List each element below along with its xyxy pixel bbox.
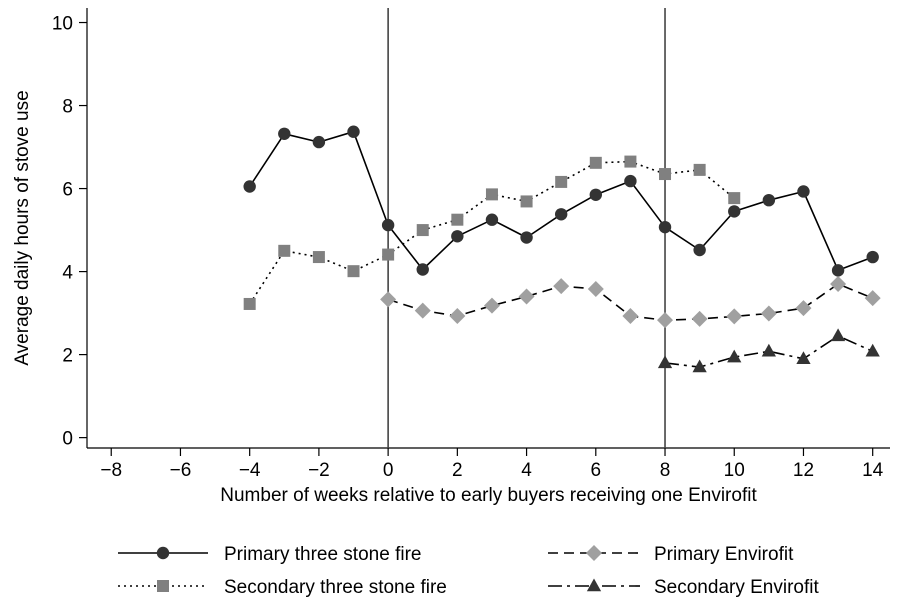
legend-label: Secondary three stone fire xyxy=(224,577,447,598)
data-point-square xyxy=(243,297,256,310)
data-point-diamond xyxy=(830,276,847,293)
data-point-square xyxy=(624,155,637,168)
data-point-square xyxy=(312,251,325,264)
legend-label: Primary three stone fire xyxy=(224,544,421,565)
data-point-circle xyxy=(831,264,845,277)
x-tick-label: −4 xyxy=(239,460,261,481)
x-tick-label: 12 xyxy=(793,460,814,481)
data-point-square xyxy=(485,188,498,201)
data-point-circle xyxy=(451,230,464,243)
series-1 xyxy=(243,125,879,277)
y-tick-label: 10 xyxy=(52,14,73,35)
data-point-diamond xyxy=(449,308,466,324)
data-point-square xyxy=(555,175,568,188)
data-point-diamond xyxy=(864,290,881,307)
data-point-circle xyxy=(797,185,810,198)
data-point-triangle xyxy=(586,578,602,592)
data-point-square xyxy=(659,168,672,181)
data-point-triangle xyxy=(796,351,811,365)
series-2 xyxy=(243,155,741,310)
x-tick-label: 2 xyxy=(452,460,463,481)
data-point-triangle xyxy=(692,359,707,373)
data-point-triangle xyxy=(865,343,880,357)
data-point-circle xyxy=(589,188,602,201)
x-tick-label: 4 xyxy=(521,460,532,481)
data-point-diamond xyxy=(586,545,602,561)
y-tick-label: 4 xyxy=(62,263,73,284)
x-tick-label: 0 xyxy=(383,460,394,481)
data-point-circle xyxy=(485,213,499,226)
data-point-circle xyxy=(554,208,568,221)
data-point-circle xyxy=(347,125,360,138)
data-point-circle xyxy=(156,546,170,560)
data-point-diamond xyxy=(483,297,500,314)
data-point-diamond xyxy=(760,305,777,322)
data-point-square xyxy=(278,244,291,257)
x-tick-label: 10 xyxy=(724,460,745,481)
data-point-square xyxy=(157,580,169,592)
data-point-diamond xyxy=(726,308,743,325)
x-tick-label: −8 xyxy=(100,460,122,481)
series-4 xyxy=(657,328,880,373)
data-point-circle xyxy=(762,193,776,207)
x-tick-label: −6 xyxy=(170,460,192,481)
legend-label: Primary Envirofit xyxy=(654,544,794,565)
x-axis-title: Number of weeks relative to early buyers… xyxy=(220,485,757,506)
data-point-circle xyxy=(624,174,637,188)
series-3 xyxy=(380,276,881,329)
y-tick-label: 6 xyxy=(62,180,73,201)
x-tick-label: 14 xyxy=(862,460,884,481)
legend-item: Secondary three stone fire xyxy=(118,577,447,598)
y-tick-label: 0 xyxy=(62,429,73,450)
x-tick-label: 6 xyxy=(591,460,602,481)
y-tick-label: 8 xyxy=(62,97,73,118)
data-point-triangle xyxy=(830,328,846,342)
y-axis-title: Average daily hours of stove use xyxy=(12,90,33,365)
data-point-square xyxy=(693,163,706,176)
data-point-circle xyxy=(520,231,533,244)
data-point-diamond xyxy=(518,288,535,305)
data-point-circle xyxy=(312,135,326,149)
data-point-triangle xyxy=(657,355,673,369)
series-layer xyxy=(243,125,881,373)
legend-item: Secondary Envirofit xyxy=(548,577,819,598)
data-point-square xyxy=(347,265,360,278)
data-point-diamond xyxy=(587,281,604,298)
data-point-circle xyxy=(243,180,256,193)
data-point-circle xyxy=(693,243,706,257)
legend-item: Primary three stone fire xyxy=(118,544,421,565)
data-point-triangle xyxy=(761,343,776,357)
legend-label: Secondary Envirofit xyxy=(654,577,819,598)
data-point-circle xyxy=(658,220,672,234)
data-point-diamond xyxy=(622,308,639,324)
legend: Primary three stone fire Secondary three … xyxy=(118,544,819,598)
data-point-diamond xyxy=(553,278,570,295)
data-point-square xyxy=(416,224,429,237)
y-tick-label: 2 xyxy=(62,346,73,367)
data-point-circle xyxy=(278,127,291,140)
data-point-diamond xyxy=(691,310,708,327)
x-tick-label: −2 xyxy=(308,460,330,481)
data-point-square xyxy=(382,248,395,261)
data-point-triangle xyxy=(727,349,742,363)
data-point-square xyxy=(589,156,602,169)
axes: 0 2 4 6 8 10 −8 −6 −4 −2 0 2 4 6 8 10 12 14 xyxy=(52,8,890,481)
data-point-circle xyxy=(866,250,879,264)
data-point-diamond xyxy=(414,302,431,319)
data-point-diamond xyxy=(380,291,397,308)
data-point-circle xyxy=(728,205,741,218)
legend-item: Primary Envirofit xyxy=(548,544,794,565)
data-point-square xyxy=(451,213,464,226)
data-point-circle xyxy=(381,218,395,232)
data-point-diamond xyxy=(657,312,674,329)
data-point-square xyxy=(520,195,533,208)
data-point-circle xyxy=(416,263,429,276)
data-point-square xyxy=(728,192,741,205)
data-point-diamond xyxy=(795,300,812,317)
x-tick-label: 8 xyxy=(660,460,671,481)
